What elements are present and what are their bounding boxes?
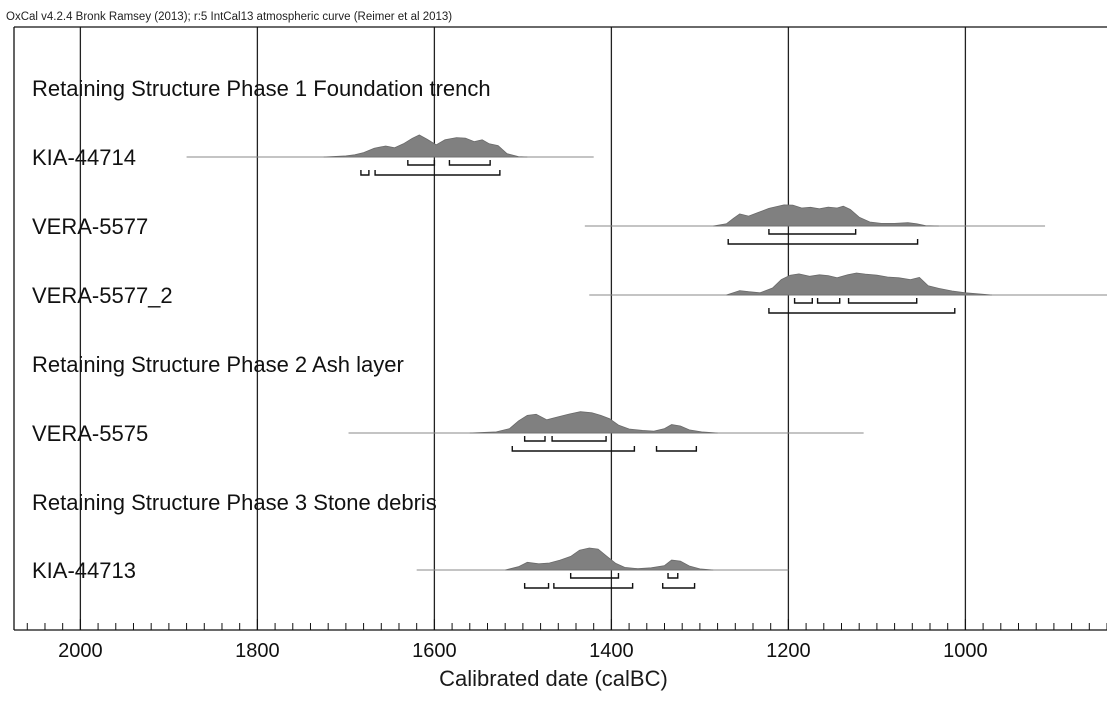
hpd-95-bracket xyxy=(523,583,550,589)
probability-density xyxy=(713,204,939,227)
hpd-68-bracket xyxy=(523,436,546,442)
hpd-68-bracket xyxy=(551,436,607,442)
probability-density xyxy=(726,272,992,296)
hpd-95-bracket xyxy=(662,583,696,589)
hpd-68-bracket xyxy=(569,573,620,579)
x-tick-label: 1000 xyxy=(943,640,988,662)
x-tick-label: 2000 xyxy=(58,640,103,662)
hpd-95-bracket xyxy=(553,583,634,589)
hpd-68-bracket xyxy=(667,573,679,579)
hpd-68-bracket xyxy=(407,160,436,166)
sample-label: KIA-44713 xyxy=(32,558,136,583)
group-label: Retaining Structure Phase 1 Foundation t… xyxy=(32,76,491,101)
x-tick-label: 1200 xyxy=(766,640,811,662)
sample-label: VERA-5577 xyxy=(32,214,148,239)
probability-density xyxy=(505,547,714,571)
hpd-68-bracket xyxy=(793,298,813,304)
hpd-95-bracket xyxy=(374,170,501,176)
x-tick-label: 1800 xyxy=(235,640,280,662)
sample-label: KIA-44714 xyxy=(32,145,136,170)
probability-density xyxy=(469,411,718,434)
hpd-68-bracket xyxy=(448,160,491,166)
hpd-95-bracket xyxy=(727,239,919,245)
hpd-95-bracket xyxy=(655,446,698,452)
x-tick-label: 1600 xyxy=(412,640,457,662)
sample-label: VERA-5577_2 xyxy=(32,283,173,308)
group-label: Retaining Structure Phase 2 Ash layer xyxy=(32,352,404,377)
hpd-68-bracket xyxy=(816,298,841,304)
hpd-95-bracket xyxy=(768,308,956,314)
group-label: Retaining Structure Phase 3 Stone debris xyxy=(32,490,437,515)
software-credit: OxCal v4.2.4 Bronk Ramsey (2013); r:5 In… xyxy=(6,11,453,23)
x-tick-label: 1400 xyxy=(589,640,634,662)
hpd-95-bracket xyxy=(360,170,370,176)
probability-density xyxy=(323,134,528,158)
x-axis-label: Calibrated date (calBC) xyxy=(439,666,668,691)
hpd-95-bracket xyxy=(511,446,636,452)
sample-label: VERA-5575 xyxy=(32,421,148,446)
hpd-68-bracket xyxy=(768,229,857,235)
hpd-68-bracket xyxy=(847,298,918,304)
